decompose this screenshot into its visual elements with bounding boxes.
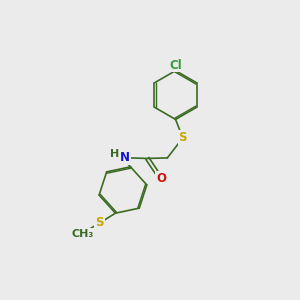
Text: CH₃: CH₃ xyxy=(72,229,94,239)
Text: Cl: Cl xyxy=(169,58,182,71)
Text: O: O xyxy=(156,172,166,185)
Text: N: N xyxy=(120,152,130,164)
Text: H: H xyxy=(110,149,120,159)
Text: S: S xyxy=(95,216,104,230)
Text: S: S xyxy=(178,131,187,144)
